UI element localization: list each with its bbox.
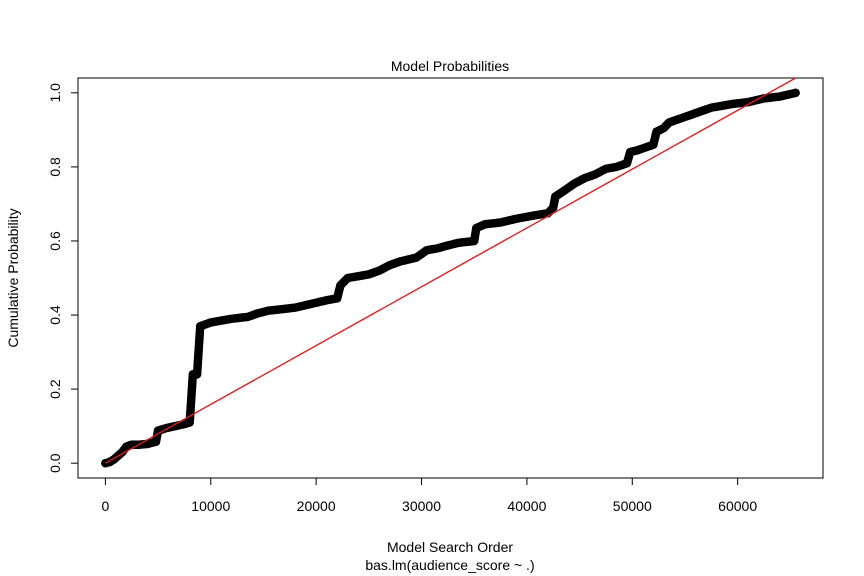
trend-line: [105, 77, 796, 464]
y-tick-label: 0.8: [47, 157, 63, 177]
x-axis-label: Model Search Order: [387, 539, 513, 555]
x-tick-label: 60000: [718, 498, 757, 514]
y-tick-label: 0.6: [47, 231, 63, 251]
y-tick-label: 0.4: [47, 305, 63, 325]
data-points: [101, 88, 800, 468]
y-tick-label: 1.0: [47, 83, 63, 103]
trend-line-layer: [105, 77, 796, 464]
x-tick-label: 50000: [613, 498, 652, 514]
data-point: [791, 88, 800, 98]
y-tick-label: 0.2: [47, 379, 63, 399]
y-tick-label: 0.0: [47, 453, 63, 473]
x-tick-label: 20000: [297, 498, 336, 514]
x-axis-sublabel: bas.lm(audience_score ~ .): [365, 557, 534, 573]
x-tick-label: 0: [101, 498, 109, 514]
chart-title: Model Probabilities: [391, 58, 509, 74]
x-tick-label: 10000: [191, 498, 230, 514]
y-axis-label: Cumulative Probability: [5, 208, 21, 347]
x-tick-label: 30000: [402, 498, 441, 514]
y-axis: 0.0 0.2 0.4 0.6 0.8 1.0: [47, 83, 79, 473]
x-axis: 0 10000 20000 30000 40000 50000 60000: [101, 477, 757, 514]
x-tick-label: 40000: [507, 498, 546, 514]
